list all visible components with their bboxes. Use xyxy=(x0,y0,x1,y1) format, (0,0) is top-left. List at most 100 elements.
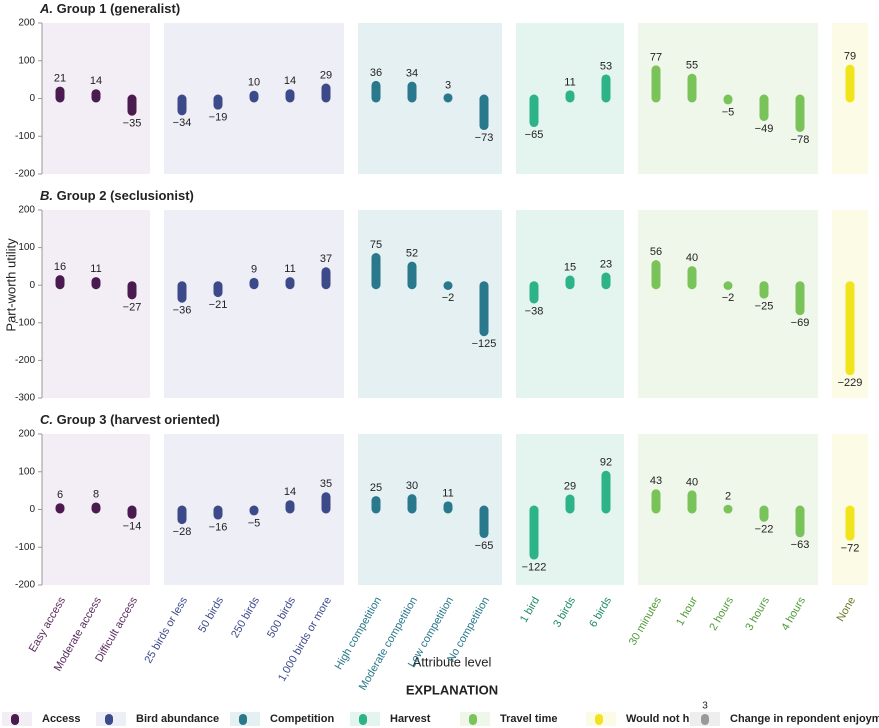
bar xyxy=(479,505,489,539)
legend-sample-label: 3 xyxy=(702,701,708,712)
bar xyxy=(55,86,65,103)
bar xyxy=(55,275,65,290)
bar xyxy=(651,65,661,103)
x-tick-label: 30 minutes xyxy=(627,595,665,648)
bar xyxy=(177,281,187,303)
bar xyxy=(321,492,331,514)
bar xyxy=(529,94,539,128)
value-label: 36 xyxy=(370,67,382,79)
value-label: −38 xyxy=(525,305,544,317)
bar xyxy=(845,505,855,541)
group-band xyxy=(42,210,150,398)
value-label: −2 xyxy=(722,292,735,304)
bar xyxy=(285,89,295,103)
y-tick-label: 200 xyxy=(18,205,35,216)
value-label: 15 xyxy=(564,261,576,273)
value-label: 43 xyxy=(650,475,662,487)
bar xyxy=(213,94,223,110)
bar xyxy=(479,281,489,337)
value-label: 55 xyxy=(686,60,698,72)
bar xyxy=(407,81,417,103)
bar xyxy=(443,281,453,290)
y-tick-label: 0 xyxy=(29,280,35,291)
bar xyxy=(479,94,489,131)
value-label: 75 xyxy=(370,239,382,251)
value-label: 40 xyxy=(686,476,698,488)
value-label: 77 xyxy=(650,51,662,63)
value-label: 21 xyxy=(54,72,66,84)
value-label: 53 xyxy=(600,60,612,72)
y-tick-label: -200 xyxy=(15,169,35,180)
bar xyxy=(55,503,65,514)
value-label: −229 xyxy=(838,377,863,389)
legend-label: Competition xyxy=(270,713,334,725)
value-label: −2 xyxy=(442,292,455,304)
value-label: 14 xyxy=(90,75,102,87)
legend-swatch xyxy=(11,714,19,725)
panel-title-text: Group 1 (generalist) xyxy=(57,1,181,16)
y-tick-label: -100 xyxy=(15,542,35,553)
bar xyxy=(285,500,295,514)
bar xyxy=(177,505,187,525)
value-label: 8 xyxy=(93,488,99,500)
x-tick-label: 3 birds xyxy=(551,595,578,630)
x-tick-label: 50 birds xyxy=(196,595,226,635)
value-label: −73 xyxy=(475,132,494,144)
bar xyxy=(845,64,855,103)
y-tick-label: 100 xyxy=(18,242,35,253)
bar xyxy=(285,277,295,290)
value-label: 56 xyxy=(650,246,662,258)
group-band xyxy=(358,23,502,174)
value-label: −28 xyxy=(173,526,192,538)
bar xyxy=(177,94,187,116)
bar xyxy=(127,94,137,116)
bar xyxy=(529,505,539,560)
y-tick-label: -300 xyxy=(15,393,35,404)
value-label: 35 xyxy=(320,478,332,490)
y-tick-label: 100 xyxy=(18,466,35,477)
group-band xyxy=(358,434,502,585)
x-tick-label: 6 birds xyxy=(587,595,614,630)
bar xyxy=(371,253,381,290)
bar xyxy=(565,275,575,290)
bar xyxy=(759,281,769,299)
bar xyxy=(651,260,661,290)
bar xyxy=(249,277,259,290)
value-label: 16 xyxy=(54,261,66,273)
legend-sample xyxy=(701,714,709,725)
y-tick-label: 100 xyxy=(18,55,35,66)
panel-title: B. Group 2 (seclusionist) xyxy=(40,188,194,203)
y-tick-label: 0 xyxy=(29,93,35,104)
legend-label: Would not hunt xyxy=(626,713,707,725)
bar xyxy=(321,83,331,103)
value-label: −36 xyxy=(173,305,192,317)
value-label: 40 xyxy=(686,252,698,264)
value-label: −78 xyxy=(791,134,810,146)
x-tick-label: 250 birds xyxy=(229,595,262,641)
legend-swatch xyxy=(239,714,247,725)
panel-title-text: Group 3 (harvest oriented) xyxy=(57,412,220,427)
x-tick-label: 25 birds or less xyxy=(142,595,190,666)
bar xyxy=(723,94,733,105)
bar xyxy=(651,489,661,514)
bar xyxy=(723,504,733,514)
legend-label: Access xyxy=(42,713,81,725)
value-label: −21 xyxy=(209,299,228,311)
panel-title-text: Group 2 (seclusionist) xyxy=(57,188,194,203)
value-label: 11 xyxy=(90,263,101,275)
legend-swatch xyxy=(469,714,477,725)
panel-title: C. Group 3 (harvest oriented) xyxy=(40,412,220,427)
x-tick-label: Easy access xyxy=(27,595,69,655)
bar xyxy=(213,281,223,298)
value-label: −16 xyxy=(209,521,228,533)
bar xyxy=(443,501,453,514)
value-label: −49 xyxy=(755,123,774,135)
value-label: 37 xyxy=(320,253,332,265)
value-label: −27 xyxy=(123,301,142,313)
panel-letter: B. xyxy=(40,188,53,203)
bar xyxy=(845,281,855,376)
legend-title: EXPLANATION xyxy=(406,682,498,697)
value-label: −69 xyxy=(791,317,810,329)
value-label: −125 xyxy=(472,338,497,350)
